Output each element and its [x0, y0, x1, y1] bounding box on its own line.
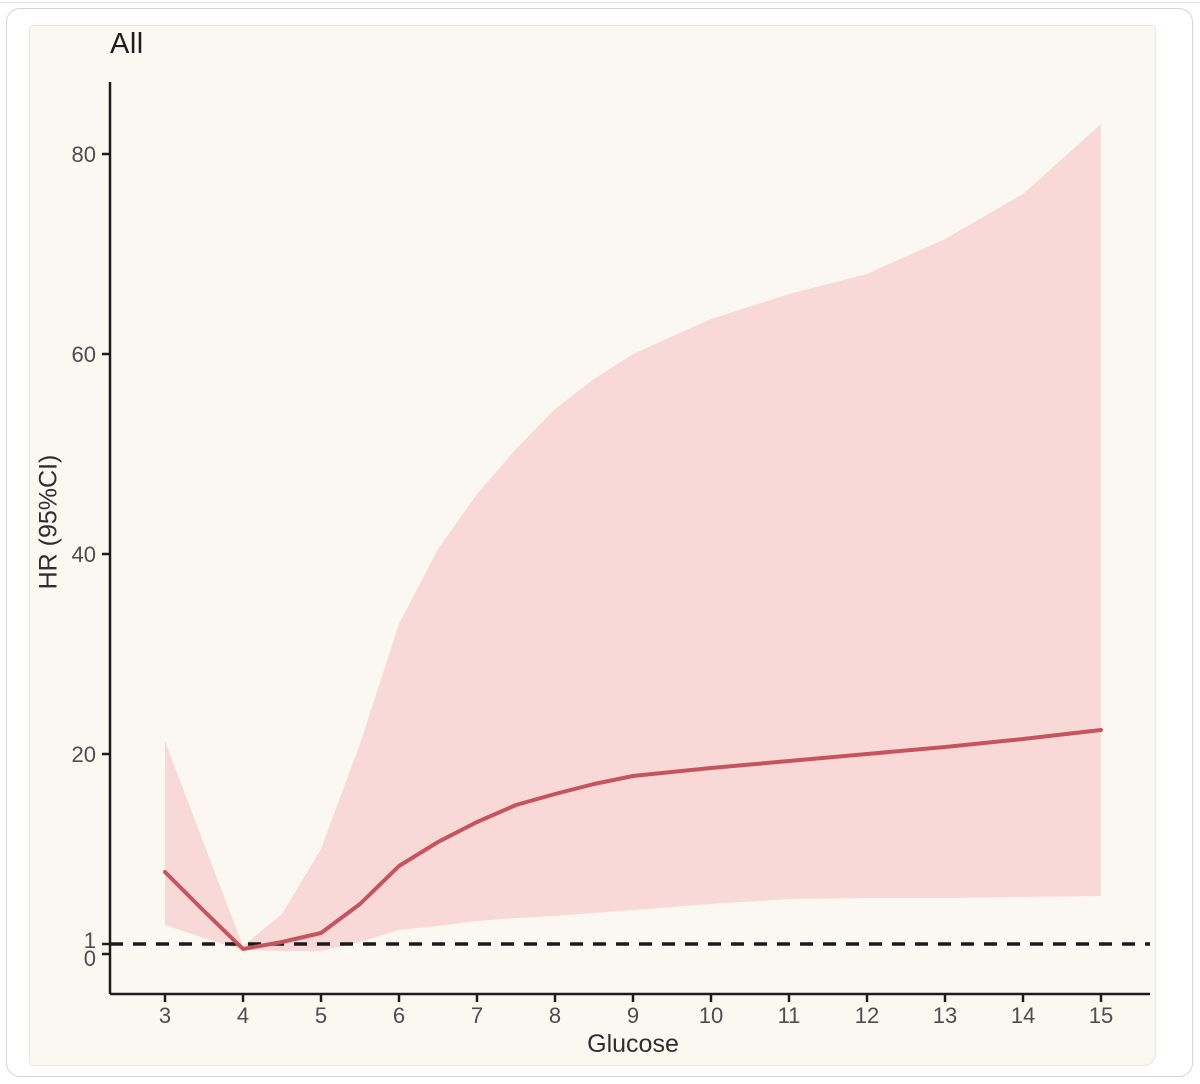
- x-tick-label: 12: [855, 1003, 879, 1028]
- x-tick-label: 8: [549, 1003, 561, 1028]
- chart-figure: All HR (95%CI) Glucose 0 1 20 40 60 80 3 4 5 6 7 8 9…: [29, 25, 1156, 1066]
- y-tick-label: 40: [72, 542, 96, 567]
- x-tick-label: 15: [1089, 1003, 1113, 1028]
- x-tick-label: 10: [699, 1003, 723, 1028]
- y-tick-label: 60: [72, 342, 96, 367]
- x-tick-label: 3: [159, 1003, 171, 1028]
- x-tick-label: 5: [315, 1003, 327, 1028]
- y-tick-label: 0: [84, 946, 96, 971]
- hr-spline-chart: 01 20 40 60 80 3 4 5 6 7 8 9 10 11 12 13 14 15: [72, 82, 1150, 1028]
- chart-title: All: [110, 28, 144, 60]
- y-tick-label: 1: [84, 928, 96, 953]
- x-tick-label: 6: [393, 1003, 405, 1028]
- x-tick-label: 11: [778, 1003, 801, 1028]
- hr-line: [163, 728, 1103, 951]
- x-tick-label: 7: [471, 1003, 483, 1028]
- figure-card: All HR (95%CI) Glucose 0 1 20 40 60 80 3 4 5 6 7 8 9…: [6, 8, 1193, 1077]
- ci-band: [165, 124, 1101, 951]
- x-tick-label: 9: [627, 1003, 639, 1028]
- x-axis-label: Glucose: [587, 1030, 679, 1058]
- page-top-divider: [0, 2, 1200, 3]
- x-tick-label: 13: [933, 1003, 957, 1028]
- y-tick-label: 20: [72, 742, 96, 767]
- y-tick-label: 80: [72, 142, 96, 167]
- x-tick-label: 4: [237, 1003, 249, 1028]
- x-tick-label: 14: [1011, 1003, 1035, 1028]
